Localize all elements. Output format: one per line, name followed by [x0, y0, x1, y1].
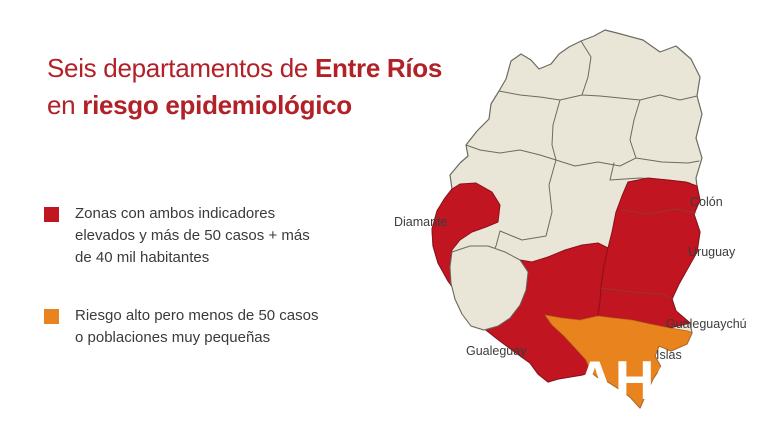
- legend-swatch-orange: [44, 309, 59, 324]
- legend-text-medium-risk: Riesgo alto pero menos de 50 casos o pob…: [75, 307, 319, 346]
- title-line1-bold: Entre Ríos: [315, 53, 443, 83]
- legend-swatch-red: [44, 207, 59, 222]
- map-label-islas: Islas: [656, 348, 682, 362]
- page-title: Seis departamentos de Entre Ríos en ries…: [47, 50, 442, 124]
- map-label-gualeguaychu: Gualeguaychú: [666, 317, 747, 331]
- legend-item-medium-risk: Riesgo alto pero menos de 50 casos o pob…: [44, 305, 345, 349]
- legend-item-high-risk: Zonas con ambos indicadores elevados y m…: [44, 203, 345, 269]
- ahora-watermark: AHORA: [575, 349, 770, 411]
- legend-text-high-risk: Zonas con ambos indicadores elevados y m…: [75, 205, 310, 266]
- title-line2-bold: riesgo epidemiológico: [82, 90, 352, 120]
- map-label-uruguay: Uruguay: [688, 245, 736, 259]
- title-line2-regular: en: [47, 90, 83, 120]
- map-label-gualeguay: Gualeguay: [466, 344, 527, 358]
- title-line1-regular: Seis departamentos de: [47, 53, 316, 83]
- province-map: [420, 25, 755, 430]
- map-internal-borders: [465, 40, 700, 258]
- map-region-islas: [544, 314, 693, 409]
- map-label-colon: Colón: [690, 195, 723, 209]
- map-east-block-borders: [599, 208, 697, 300]
- map-region-victoria: [449, 245, 529, 331]
- map-label-diamante: Diamante: [394, 215, 448, 229]
